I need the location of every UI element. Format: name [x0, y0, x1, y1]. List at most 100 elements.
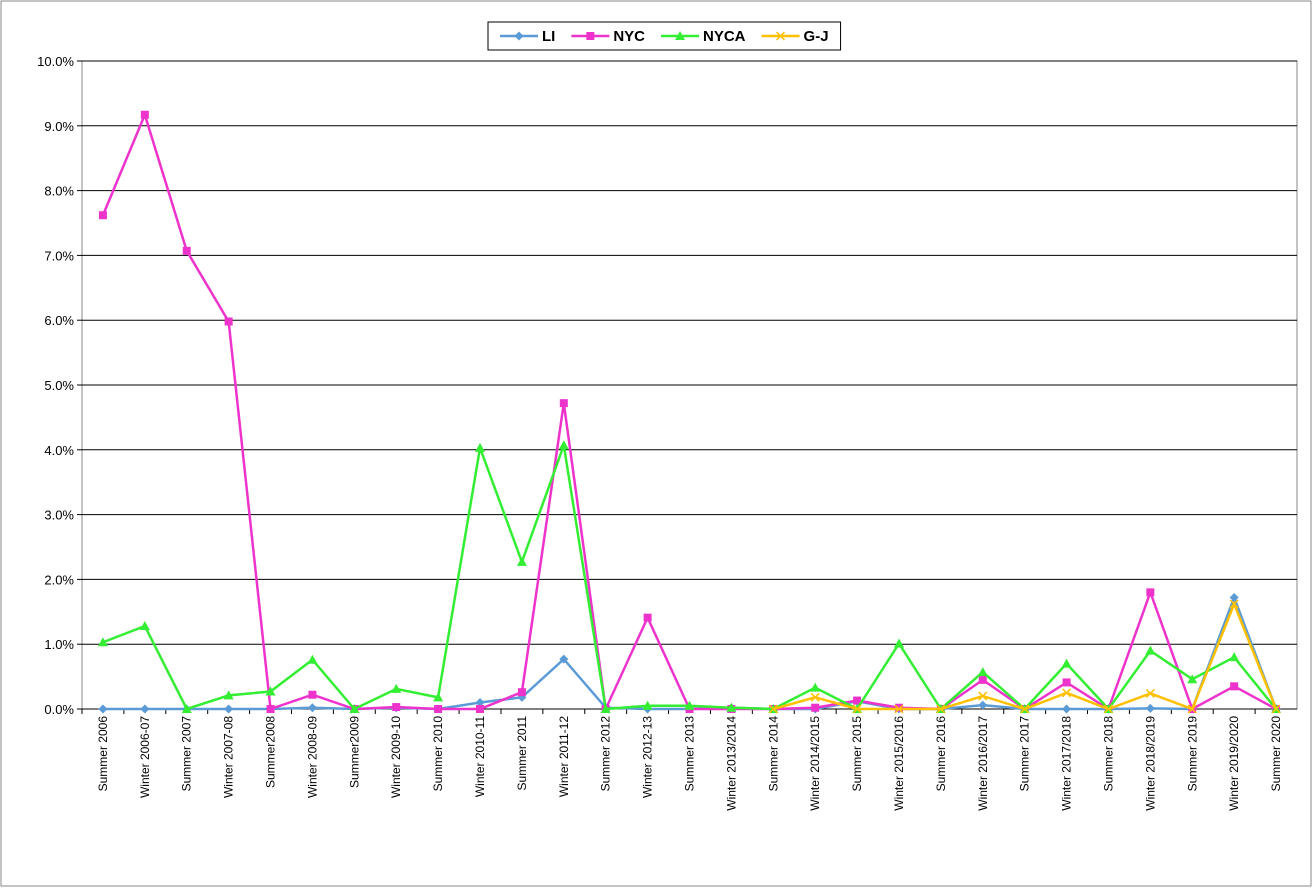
x-tick-label: Summer 2015: [850, 716, 864, 792]
x-tick-label: Summer 2013: [683, 716, 697, 792]
marker: [684, 700, 695, 710]
y-tick-label: 5.0%: [44, 378, 74, 393]
marker: [559, 399, 568, 408]
y-tick-label: 0.0%: [44, 702, 74, 717]
marker: [1020, 704, 1030, 714]
x-tick-label: Summer 2020: [1269, 716, 1283, 792]
marker: [475, 698, 485, 708]
marker: [978, 700, 988, 710]
x-tick-label: Summer 2018: [1101, 716, 1115, 792]
x-tick-label: Winter 2011-12: [557, 716, 571, 797]
marker: [391, 683, 402, 693]
marker: [265, 686, 276, 696]
marker: [98, 211, 107, 220]
x-tick-label: Summer 2006: [96, 716, 110, 792]
marker: [1062, 678, 1071, 687]
marker: [516, 556, 527, 566]
x-tick-label: Winter 2009-10: [389, 716, 403, 798]
marker: [1271, 704, 1281, 714]
marker: [517, 688, 526, 697]
marker: [810, 692, 820, 702]
marker: [433, 692, 444, 702]
marker: [223, 690, 234, 700]
x-tick-label: Summer 2016: [934, 716, 948, 792]
y-tick-label: 3.0%: [44, 508, 74, 523]
x-tick-label: Winter 2013/2014: [724, 716, 738, 811]
marker: [1103, 704, 1114, 714]
marker: [894, 704, 904, 714]
marker: [1145, 688, 1155, 698]
marker: [1187, 674, 1198, 684]
x-tick-label: Summer 2010: [431, 716, 445, 792]
marker: [514, 31, 524, 41]
marker: [852, 704, 862, 714]
marker: [224, 317, 233, 326]
x-tick-label: Summer 2012: [599, 716, 613, 792]
marker: [224, 704, 234, 714]
marker: [181, 704, 192, 713]
marker: [1230, 682, 1239, 691]
marker: [977, 667, 988, 677]
marker: [1062, 688, 1072, 698]
marker: [98, 704, 108, 714]
x-tick-label: Summer2009: [347, 716, 361, 788]
x-tick-label: Winter 2018/2019: [1143, 716, 1157, 811]
y-tick-label: 7.0%: [44, 248, 74, 263]
y-tick-label: 2.0%: [44, 572, 74, 587]
marker: [776, 31, 786, 41]
marker: [475, 442, 486, 452]
marker: [559, 654, 569, 664]
marker: [642, 700, 653, 710]
y-tick-label: 9.0%: [44, 119, 74, 134]
x-tick-label: Winter 2012-13: [641, 716, 655, 798]
x-tick-label: Summer2008: [264, 716, 278, 788]
marker: [139, 621, 150, 631]
marker: [266, 705, 275, 713]
legend-label: LI: [542, 28, 555, 45]
marker: [1229, 599, 1239, 609]
marker: [643, 613, 652, 622]
y-tick-label: 6.0%: [44, 313, 74, 328]
x-tick-label: Summer 2011: [515, 716, 529, 791]
y-tick-label: 10.0%: [37, 54, 74, 69]
marker: [1229, 652, 1240, 662]
y-tick-label: 4.0%: [44, 443, 74, 458]
marker: [586, 32, 595, 40]
x-tick-label: Summer 2019: [1185, 716, 1199, 792]
x-tick-label: Summer 2014: [766, 716, 780, 792]
marker: [1062, 704, 1072, 714]
marker: [978, 691, 988, 701]
x-tick-label: Winter 2008-09: [305, 716, 319, 798]
marker: [307, 654, 318, 664]
x-tick-label: Winter 2007-08: [222, 716, 236, 798]
marker: [97, 637, 108, 647]
x-tick-label: Winter 2006-07: [138, 716, 152, 798]
marker: [1146, 588, 1155, 597]
y-tick-label: 1.0%: [44, 637, 74, 652]
marker: [726, 702, 737, 712]
marker: [811, 703, 820, 712]
marker: [392, 703, 401, 712]
marker: [1061, 658, 1072, 668]
marker: [434, 705, 443, 713]
y-tick-label: 8.0%: [44, 184, 74, 199]
marker: [349, 704, 360, 713]
marker: [894, 703, 903, 712]
x-tick-label: Winter 2017/2018: [1060, 716, 1074, 811]
x-tick-label: Winter 2014/2015: [808, 716, 822, 811]
marker: [558, 440, 569, 450]
x-tick-label: Winter 2019/2020: [1227, 716, 1241, 811]
x-tick-label: Summer 2007: [180, 716, 194, 792]
legend: LI NYC NYCA G-J: [487, 21, 842, 51]
x-tick-label: Winter 2010-11: [473, 716, 487, 797]
marker: [1187, 704, 1197, 714]
marker: [978, 675, 987, 684]
marker: [182, 246, 191, 255]
marker: [936, 704, 946, 714]
marker: [768, 704, 778, 714]
marker: [476, 705, 485, 713]
legend-label: NYCA: [703, 28, 746, 45]
x-tick-label: Summer 2017: [1018, 716, 1032, 792]
marker: [853, 696, 862, 705]
